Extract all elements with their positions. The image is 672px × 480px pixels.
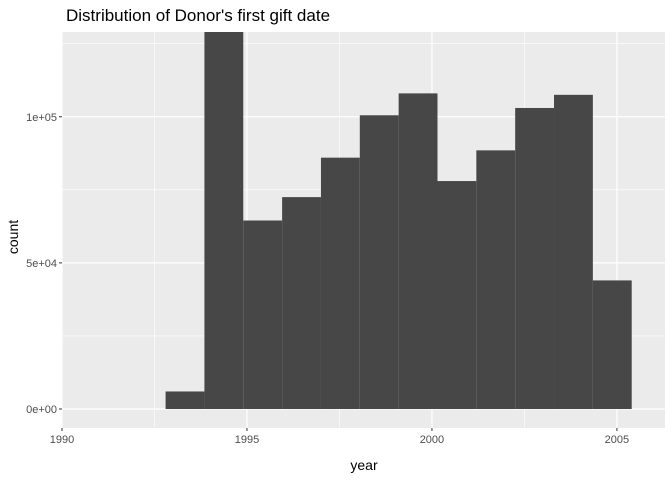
y-axis-title: count	[5, 220, 21, 254]
histogram-bar	[437, 181, 477, 410]
x-axis-ticks: 1990 1995 2000 2005	[50, 428, 629, 446]
x-tick-label: 1995	[235, 434, 259, 446]
histogram-bars	[165, 32, 632, 410]
histogram-bar	[243, 220, 283, 410]
x-tick-label: 2000	[420, 434, 444, 446]
histogram-bar	[165, 391, 205, 410]
histogram-bar	[592, 280, 632, 410]
y-axis-ticks: 0e+00 5e+04 1e+05	[26, 112, 62, 416]
histogram-bar	[320, 157, 360, 410]
x-tick-label: 1990	[50, 434, 74, 446]
histogram-bar	[476, 150, 516, 410]
x-axis-title: year	[350, 457, 378, 473]
histogram-bar	[554, 94, 593, 410]
histogram-bar	[359, 115, 399, 410]
histogram-bar	[515, 107, 555, 410]
y-tick-label: 0e+00	[26, 404, 57, 416]
x-tick-label: 2005	[605, 434, 629, 446]
y-tick-label: 1e+05	[26, 112, 57, 124]
histogram-bar	[398, 93, 438, 410]
chart-title: Distribution of Donor's first gift date	[66, 6, 330, 25]
histogram-bar	[282, 197, 321, 410]
histogram-bar	[204, 32, 244, 410]
y-tick-label: 5e+04	[26, 258, 57, 270]
